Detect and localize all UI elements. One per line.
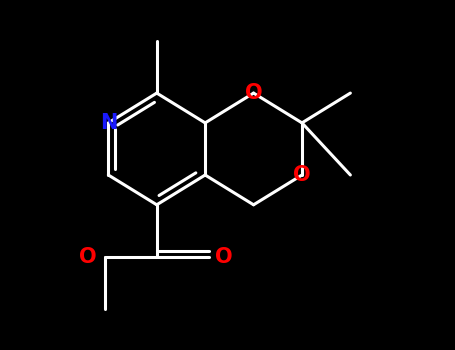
Text: O: O: [80, 247, 97, 267]
Text: O: O: [245, 83, 263, 103]
Text: O: O: [293, 165, 311, 185]
Text: O: O: [215, 247, 233, 267]
Text: N: N: [100, 113, 117, 133]
